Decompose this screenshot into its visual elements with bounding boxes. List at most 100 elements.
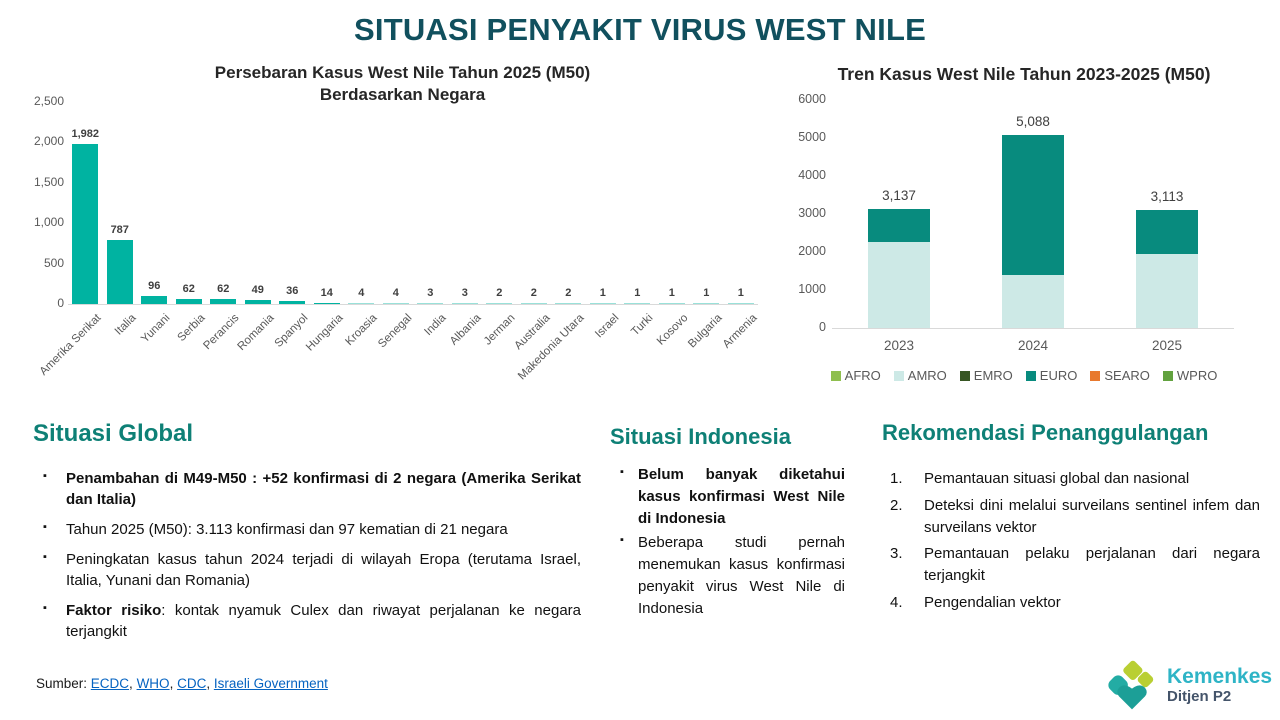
y-axis-tick-label: 5000 xyxy=(798,130,826,144)
y-axis-tick-label: 0 xyxy=(819,320,826,334)
list-item: Pemantauan pelaku perjalanan dari negara… xyxy=(882,543,1260,587)
list-item: Pengendalian vektor xyxy=(882,592,1260,614)
x-category-label: 2024 xyxy=(1017,338,1049,353)
bullet-text: Penambahan di M49-M50 : +52 konfirmasi d… xyxy=(66,470,581,508)
sources-label: Sumber: xyxy=(36,676,91,691)
trend-chart-title: Tren Kasus West Nile Tahun 2023-2025 (M5… xyxy=(837,64,1211,84)
bullet-text: Beberapa studi pernah menemukan kasus ko… xyxy=(638,534,845,617)
bar xyxy=(244,300,271,304)
trend-chart-legend: AFRO AMRO EMRO EURO SEARO WPRO xyxy=(788,368,1260,383)
legend-label: AMRO xyxy=(907,368,947,383)
bar-value-label: 2 xyxy=(496,287,503,299)
legend-swatch xyxy=(959,370,970,381)
legend-item: EMRO xyxy=(959,368,1013,383)
bar-value-label: 3 xyxy=(427,287,434,299)
kemenkes-logo-text: Kemenkes Ditjen P2 xyxy=(1167,666,1272,706)
list-item: Faktor risiko: kontak nyamuk Culex dan r… xyxy=(33,600,581,642)
bar xyxy=(141,296,168,304)
separator: , xyxy=(206,676,214,691)
numbered-item-text: Pemantauan situasi global dan nasional xyxy=(924,470,1190,487)
bar xyxy=(520,303,547,304)
country-bar-chart: Persebaran Kasus West Nile Tahun 2025 (M… xyxy=(30,62,775,412)
bar xyxy=(382,303,409,304)
y-axis-tick-label: 0 xyxy=(57,296,64,310)
separator: , xyxy=(129,676,137,691)
bar-total-label: 5,088 xyxy=(1016,113,1050,129)
bar-total-label: 3,113 xyxy=(1150,188,1184,204)
separator: , xyxy=(169,676,178,691)
legend-item: AFRO xyxy=(830,368,881,383)
bar-value-label: 1 xyxy=(737,287,744,299)
situasi-indonesia-heading: Situasi Indonesia xyxy=(610,424,791,449)
bar-value-label: 1 xyxy=(703,287,710,299)
legend-swatch xyxy=(1090,370,1101,381)
y-axis-tick-label: 3000 xyxy=(798,206,826,220)
y-axis-tick-label: 1000 xyxy=(798,282,826,296)
list-item: Beberapa studi pernah menemukan kasus ko… xyxy=(610,532,845,619)
legend-swatch xyxy=(1162,370,1173,381)
trend-chart-plot: 0 1000 2000 3000 4000 5000 6000 3,137 2023 5,088 2… xyxy=(798,92,1234,353)
source-link-ecdc[interactable]: ECDC xyxy=(90,676,130,691)
bar-value-label: 36 xyxy=(286,285,299,298)
source-link-who[interactable]: WHO xyxy=(136,676,170,691)
legend-label: AFRO xyxy=(844,368,881,383)
bar-value-label: 96 xyxy=(148,280,161,293)
bar xyxy=(727,303,754,304)
bar-value-label: 62 xyxy=(182,283,195,295)
legend-swatch xyxy=(893,370,904,381)
y-axis-tick-label: 2,000 xyxy=(33,134,64,149)
bar-value-label: 14 xyxy=(320,286,333,299)
legend-item: WPRO xyxy=(1162,368,1218,383)
y-axis-tick-label: 2,500 xyxy=(33,94,64,108)
bar-value-label: 1 xyxy=(668,287,675,299)
list-item: Deteksi dini melalui surveilans sentinel… xyxy=(882,495,1260,539)
bar-value-label: 3 xyxy=(461,287,468,299)
stacked-bar-segment xyxy=(868,208,930,243)
source-link-israeli-government[interactable]: Israeli Government xyxy=(213,676,328,691)
bar xyxy=(210,299,237,304)
legend-item: AMRO xyxy=(893,368,947,383)
rekomendasi-heading: Rekomendasi Penanggulangan xyxy=(882,420,1209,445)
bar xyxy=(175,299,202,304)
bar xyxy=(348,303,375,304)
y-axis-tick-label: 2000 xyxy=(798,244,826,258)
legend-label: SEARO xyxy=(1104,368,1150,383)
legend-label: EURO xyxy=(1039,368,1078,383)
legend-label: WPRO xyxy=(1176,368,1218,383)
bar-value-label: 1,982 xyxy=(71,127,100,140)
legend-swatch xyxy=(1025,370,1036,381)
stacked-bar-segment xyxy=(1002,134,1064,275)
bar-value-label: 1 xyxy=(634,287,641,299)
sources-line: Sumber: ECDC, WHO, CDC, Israeli Governme… xyxy=(36,676,328,691)
source-link-cdc[interactable]: CDC xyxy=(177,676,207,691)
stacked-bar-segment xyxy=(1002,274,1064,328)
bar-value-label: 2 xyxy=(565,287,572,299)
bar xyxy=(693,303,720,304)
logo-brand: Kemenkes xyxy=(1167,665,1273,688)
stacked-bar-segment xyxy=(868,242,930,328)
bar xyxy=(313,302,340,304)
situasi-indonesia-list: Belum banyak diketahui kasus konfirmasi … xyxy=(610,464,845,619)
numbered-item-text: Pemantauan pelaku perjalanan dari negara… xyxy=(924,545,1260,584)
legend-item: EURO xyxy=(1025,368,1078,383)
bar xyxy=(624,303,651,304)
bullet-text: : kontak nyamuk Culex dan riwayat perjal… xyxy=(66,602,581,640)
x-category-label: 2025 xyxy=(1151,338,1183,353)
bar xyxy=(106,240,133,304)
bar-value-label: 1 xyxy=(599,287,606,299)
bullet-text: Peningkatan kasus tahun 2024 terjadi di … xyxy=(66,551,581,589)
y-axis-tick-label: 6000 xyxy=(798,92,826,106)
numbered-item-text: Deteksi dini melalui surveilans sentinel… xyxy=(924,496,1260,536)
rekomendasi-list: Pemantauan situasi global dan nasional D… xyxy=(882,468,1260,614)
page-title: SITUASI PENYAKIT VIRUS WEST NILE xyxy=(354,12,926,47)
country-chart-title: Persebaran Kasus West Nile Tahun 2025 (M… xyxy=(30,62,775,106)
legend-item: SEARO xyxy=(1090,368,1150,383)
bar-value-label: 787 xyxy=(110,224,129,237)
list-item: Penambahan di M49-M50 : +52 konfirmasi d… xyxy=(33,468,581,510)
country-chart-title-line2: Berdasarkan Negara xyxy=(319,85,486,104)
bar-value-label: 2 xyxy=(530,287,537,299)
section-situasi-indonesia: Situasi Indonesia Belum banyak diketahui… xyxy=(610,424,845,622)
bar xyxy=(589,303,616,304)
bar-value-label: 4 xyxy=(392,287,399,299)
logo-sub: Ditjen P2 xyxy=(1167,688,1232,705)
